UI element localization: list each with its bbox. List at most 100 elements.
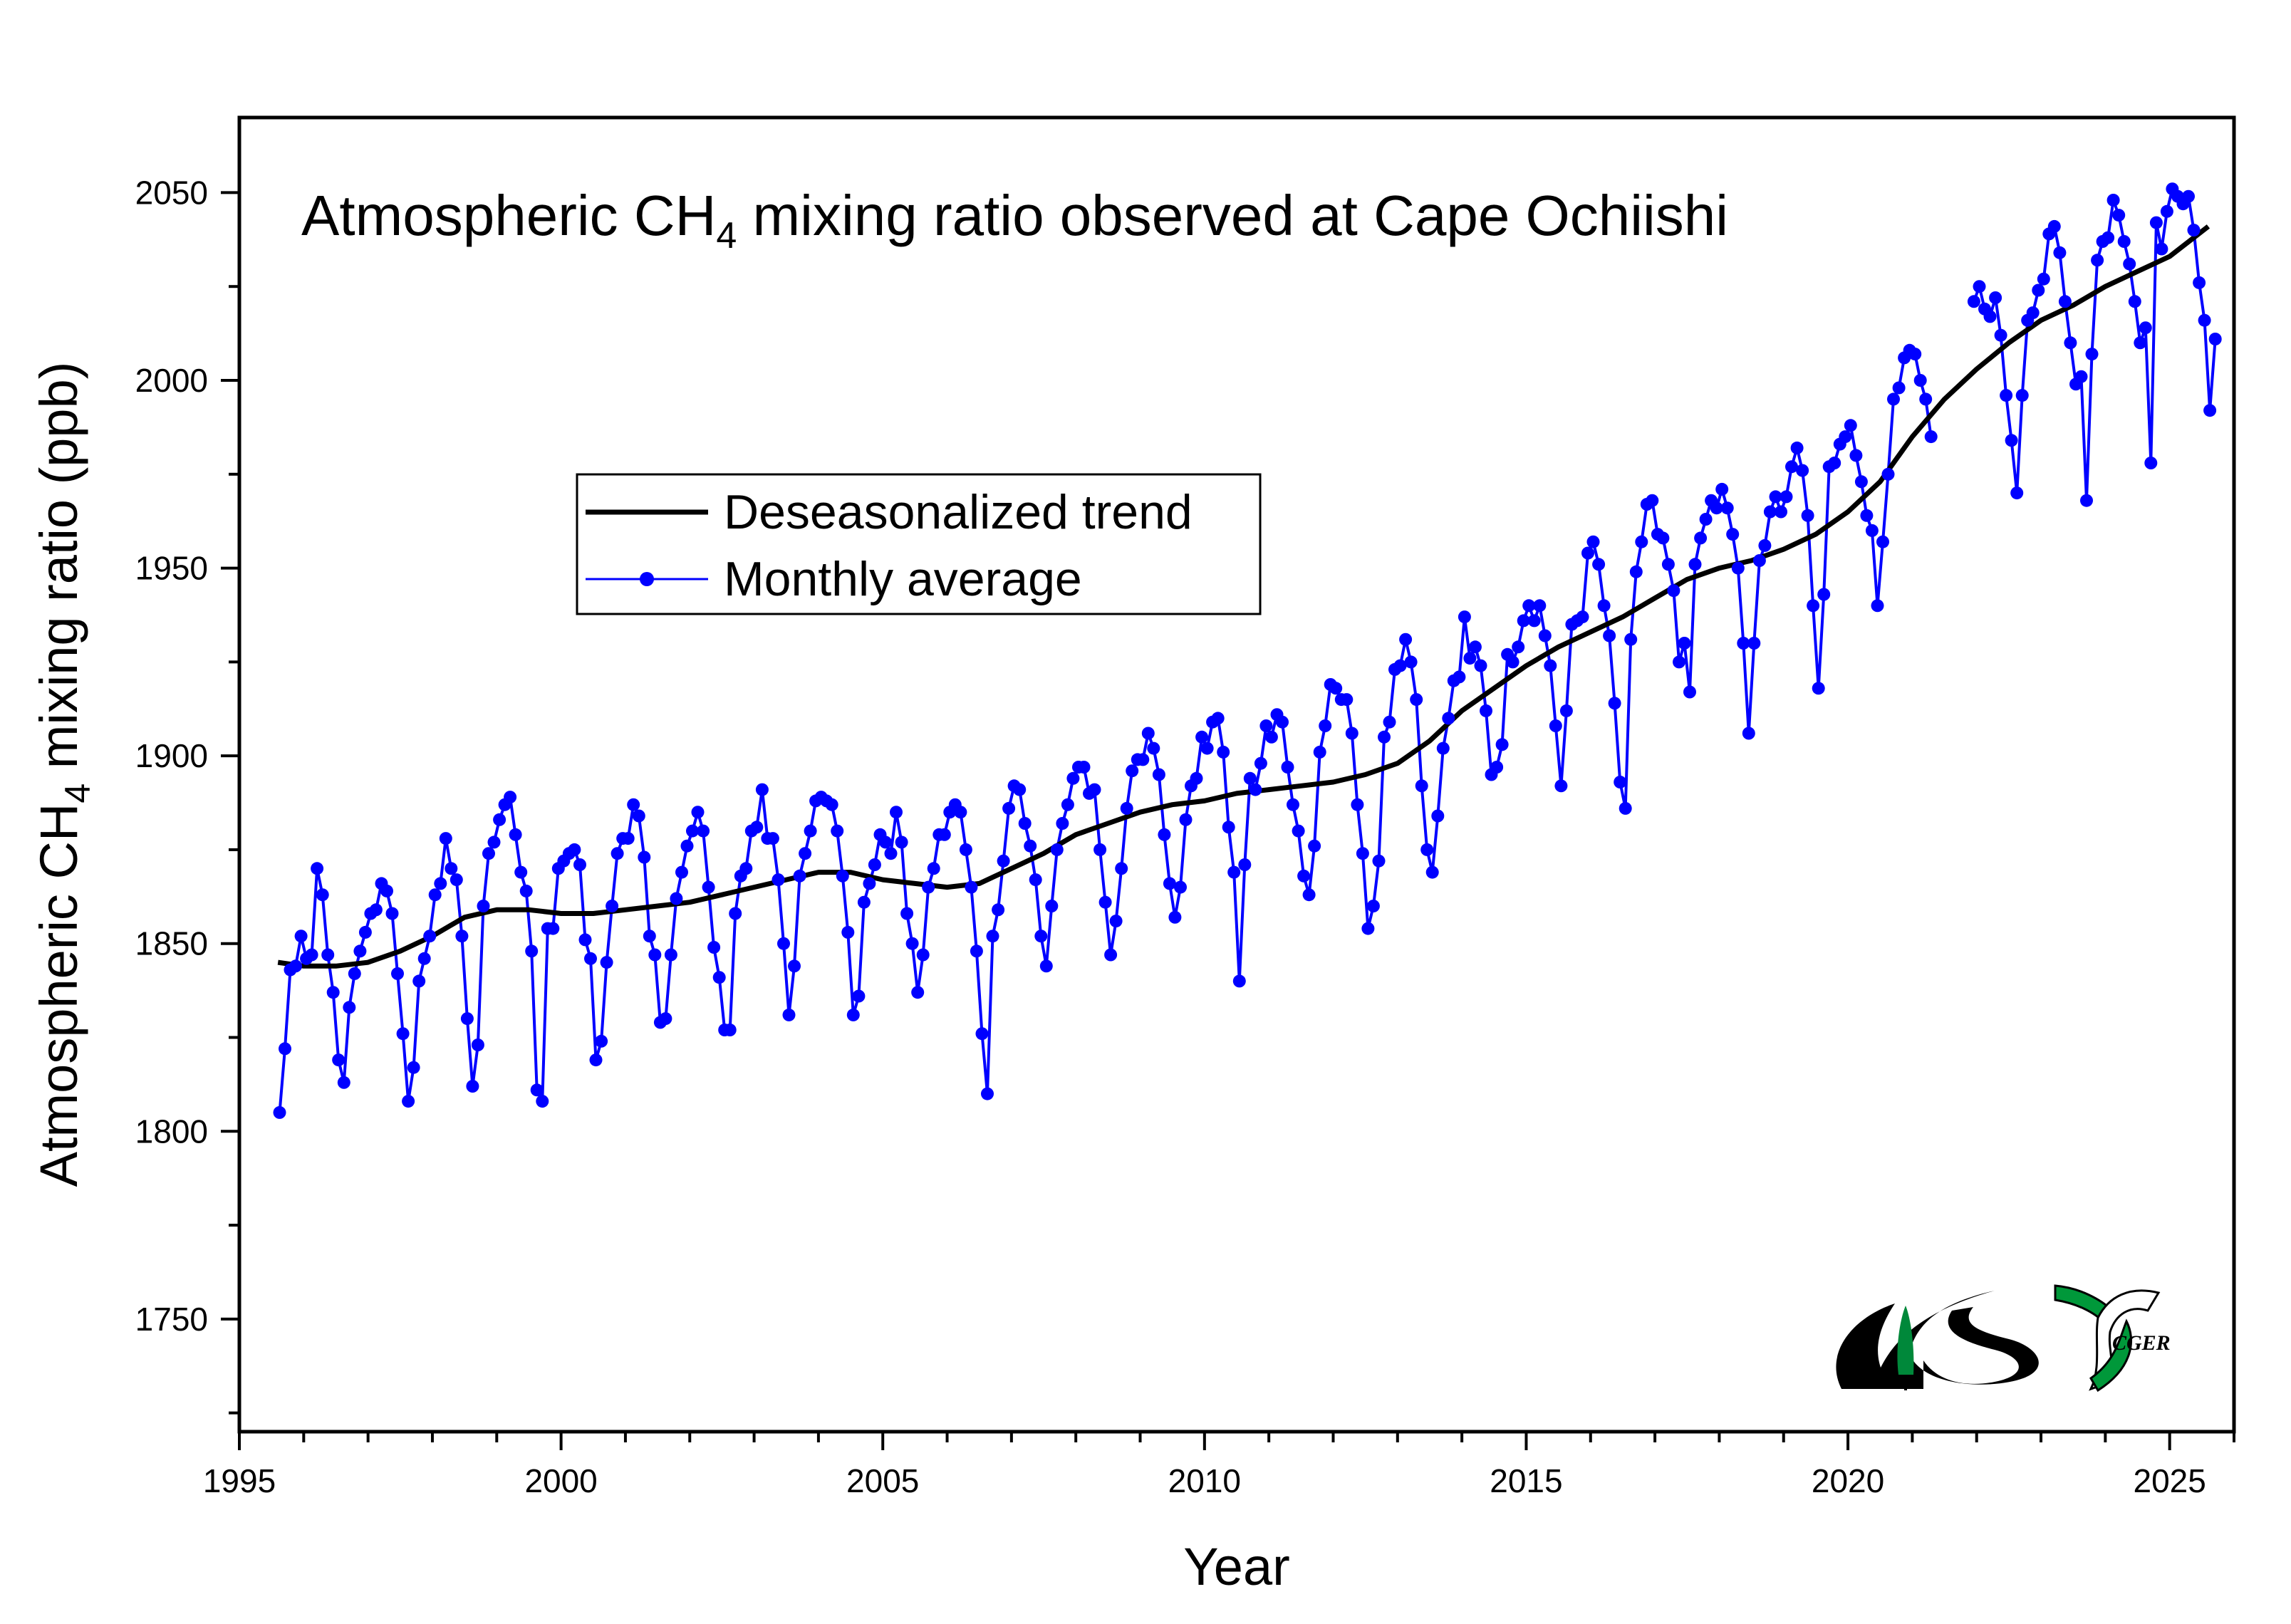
monthly-average-point — [519, 884, 533, 897]
monthly-average-point — [1361, 922, 1375, 935]
monthly-average-point — [1136, 753, 1150, 766]
y-tick-label: 1750 — [135, 1301, 208, 1338]
monthly-average-point — [1056, 817, 1069, 830]
monthly-average-point — [1752, 554, 1766, 567]
monthly-average-point — [1045, 900, 1059, 912]
legend-box — [576, 473, 1262, 615]
monthly-average-point — [627, 798, 640, 811]
monthly-average-point — [1029, 873, 1042, 887]
monthly-average-point — [2198, 313, 2211, 327]
monthly-average-point — [997, 854, 1010, 868]
monthly-average-point — [487, 836, 501, 849]
monthly-average-point — [445, 862, 458, 875]
monthly-average-point — [1828, 457, 1841, 469]
plot-frame — [237, 115, 2236, 1434]
monthly-average-point — [1801, 509, 1814, 522]
monthly-average-point — [1533, 599, 1547, 613]
monthly-average-point — [466, 1080, 479, 1093]
monthly-average-point — [417, 952, 431, 965]
x-tick-label: 2020 — [1812, 1462, 1884, 1499]
monthly-average-point — [1673, 655, 1685, 669]
monthly-average-point — [702, 880, 715, 894]
monthly-average-point — [1763, 505, 1777, 519]
monthly-average-point — [316, 888, 329, 902]
monthly-average-point — [1554, 779, 1568, 793]
monthly-average-point — [1066, 771, 1080, 785]
monthly-average-point — [1093, 843, 1107, 856]
monthly-average-point — [1147, 741, 1160, 755]
monthly-average-point — [439, 832, 452, 845]
monthly-average-point — [2000, 389, 2013, 402]
cger-arc-bottom — [2089, 1318, 2133, 1393]
monthly-average-point — [1420, 843, 1434, 856]
monthly-average-point — [407, 1061, 420, 1074]
monthly-average-point — [1807, 599, 1820, 613]
monthly-average-point — [1908, 348, 1922, 361]
monthly-average-point — [691, 806, 705, 819]
monthly-average-point — [1737, 637, 1750, 650]
monthly-average-point — [1887, 392, 1900, 406]
monthly-average-point — [1597, 599, 1611, 613]
monthly-average-point — [1259, 719, 1273, 732]
x-tick-label: 2005 — [846, 1462, 919, 1499]
monthly-average-point — [1287, 798, 1299, 811]
monthly-average-point — [1614, 776, 1627, 788]
monthly-average-point — [1495, 738, 1509, 751]
x-axis-title: Year — [1183, 1537, 1290, 1596]
monthly-average-point — [589, 1053, 603, 1067]
monthly-average-point — [1924, 430, 1938, 444]
monthly-average-point — [578, 933, 592, 947]
monthly-average-point — [611, 847, 624, 860]
monthly-average-point — [471, 1039, 484, 1051]
monthly-average-point — [1559, 704, 1573, 717]
monthly-average-point — [1329, 682, 1343, 695]
monthly-average-point — [1200, 741, 1214, 755]
monthly-average-point — [1249, 783, 1262, 796]
monthly-average-point — [1254, 756, 1267, 770]
monthly-average-point — [782, 1008, 796, 1021]
monthly-average-point — [841, 925, 855, 939]
monthly-average-point — [1292, 824, 1305, 838]
y-tick-label: 1800 — [135, 1113, 208, 1150]
monthly-average-point — [1168, 910, 1182, 924]
x-tick-label: 2025 — [2134, 1462, 2206, 1499]
monthly-average-point — [1158, 828, 1171, 841]
monthly-average-point — [664, 948, 677, 962]
monthly-average-point — [981, 1087, 994, 1100]
monthly-average-point — [1854, 475, 1868, 489]
monthly-average-point — [279, 1042, 291, 1056]
monthly-average-point — [890, 806, 903, 819]
monthly-average-point — [1013, 783, 1027, 796]
monthly-average-point — [1661, 558, 1675, 571]
monthly-average-point — [1190, 771, 1203, 785]
monthly-average-point — [2128, 295, 2141, 308]
monthly-average-point — [954, 806, 967, 819]
monthly-average-point — [857, 895, 871, 909]
monthly-average-point — [509, 828, 522, 841]
monthly-average-point — [2010, 486, 2024, 500]
monthly-average-point — [568, 843, 581, 856]
monthly-average-point — [2112, 209, 2126, 222]
monthly-average-point — [1431, 809, 1445, 823]
monthly-average-point — [600, 956, 613, 969]
monthly-average-point — [1576, 610, 1589, 624]
monthly-average-point — [648, 948, 662, 962]
monthly-average-point — [970, 944, 983, 958]
monthly-average-point — [1077, 761, 1091, 774]
monthly-average-point — [1366, 900, 1380, 912]
monthly-average-point — [1635, 535, 1648, 548]
monthly-average-point — [460, 1012, 474, 1026]
monthly-average-point — [766, 832, 779, 845]
monthly-average-point — [911, 986, 925, 999]
monthly-average-point — [2160, 204, 2173, 218]
cger-logo: CGER — [2054, 1284, 2171, 1393]
monthly-average-point — [2203, 404, 2217, 417]
monthly-average-point — [1865, 524, 1879, 537]
monthly-average-point — [353, 944, 367, 958]
monthly-average-point — [1474, 659, 1487, 672]
monthly-average-point — [1913, 374, 1927, 387]
nies-logo — [1836, 1291, 2039, 1390]
monthly-average-point — [1152, 768, 1165, 781]
monthly-average-point — [402, 1095, 415, 1108]
